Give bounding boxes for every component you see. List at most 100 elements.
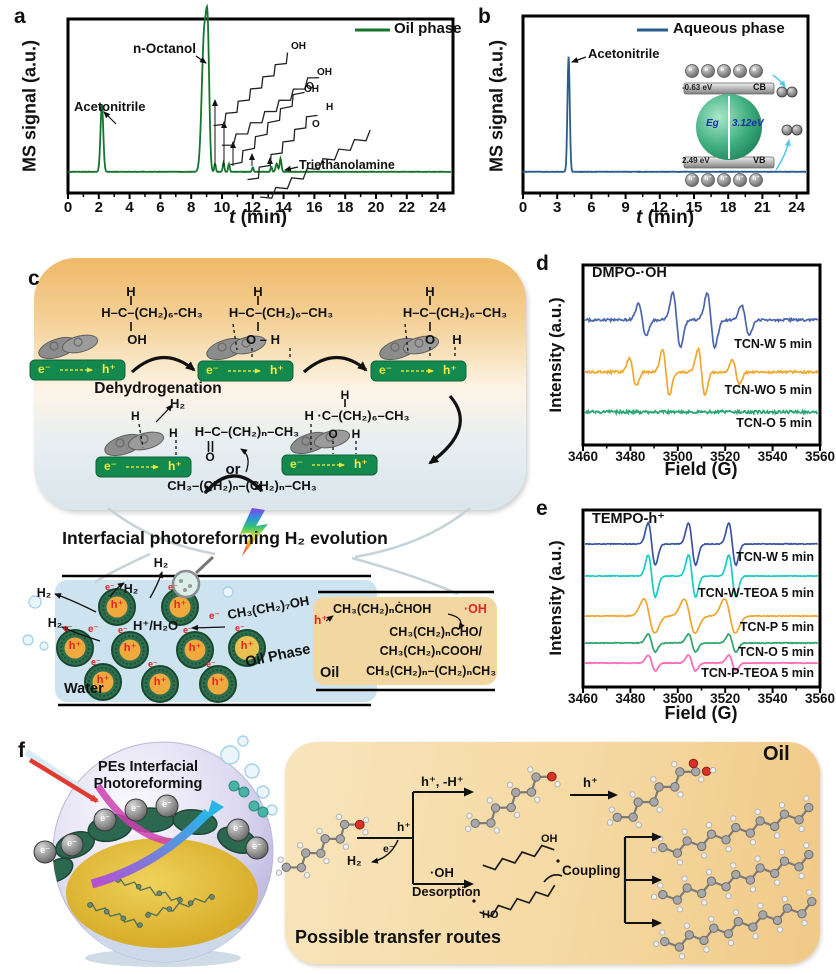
tick-label: 2 [94, 199, 103, 216]
particle-electron-label: e⁻ [91, 657, 101, 667]
big-arrow-head [206, 800, 224, 820]
proton-water-label: H⁺/H₂O [133, 618, 179, 633]
inset-hole-label: h⁺ [704, 175, 712, 182]
inset-hole-label: h⁺ [736, 175, 744, 182]
circle-graphic [209, 894, 215, 900]
h2-label-above: H₂ [153, 556, 169, 570]
catalyst-h-label: h⁺ [443, 363, 457, 377]
inset-hole-label: h⁺ [752, 175, 760, 182]
tick-label: 0 [518, 199, 528, 216]
adsorbed-h-label-2: H [169, 426, 178, 440]
inset-bandgap-value: 3.12eV [732, 118, 764, 129]
bubble-icon [22, 634, 34, 646]
mol5-h: H [340, 388, 350, 402]
sphere-contents [53, 784, 273, 962]
oil-radical-formula: CH₃(CH₂)ₙĊHOH [333, 602, 432, 616]
hydrogen-atom [277, 856, 284, 863]
panel-b-label: b [478, 5, 491, 28]
tick-label: 24 [788, 199, 805, 216]
mol3-h: H [425, 284, 435, 299]
inset-cb-label: CB [753, 82, 766, 92]
electron-sphere-label: e⁻ [40, 845, 50, 855]
inset-vb-label: VB [753, 155, 766, 165]
catalyst-e-label: e⁻ [290, 457, 304, 471]
tick-label: 3560 [804, 691, 836, 706]
tick-label: 18 [336, 199, 354, 216]
mol5-o: O [328, 427, 338, 441]
route-h2-label: H₂ [347, 854, 362, 868]
circle-graphic [166, 906, 173, 912]
tick-label: 12 [244, 199, 262, 216]
circle-graphic [120, 915, 127, 922]
tick-label: 18 [719, 199, 737, 216]
tick-label: 16 [306, 199, 323, 216]
radical-oh-a-label: OH [541, 833, 558, 845]
tick-label: 22 [398, 199, 416, 216]
particle-hole-label: h⁺ [96, 674, 110, 686]
incident-light-arrow [28, 758, 99, 803]
electron-sphere-label: e⁻ [252, 841, 262, 851]
arrow-acetonitrile-b [571, 56, 587, 63]
coupling-label: Coupling [562, 863, 621, 878]
panel-d-xlabel: Field (G) [664, 459, 738, 479]
panel-b-ylabel: MS signal (a.u.) [486, 39, 507, 173]
structure-label-o4: O [312, 119, 320, 130]
particle-hole-label: h⁺ [188, 642, 202, 654]
trace-label-tcn-wo: TCN-WO 5 min [724, 383, 813, 397]
mol1-oh: OH [127, 332, 147, 347]
adsorbed-h-label-1: H [131, 409, 140, 423]
inset-cb-energy: -0.63 eV [682, 83, 713, 92]
panel-e-ylabel: Intensity (a.u.) [546, 540, 566, 656]
particle-electron-label: e⁻ [118, 625, 128, 635]
route-h-minus-h-label: h⁺, -H⁺ [421, 774, 464, 789]
h2-label-left1: H₂ [36, 586, 52, 600]
aldehyde-formula: H–C–(CH₂)ₙ–CH₃ [194, 424, 300, 439]
bubble-icon [39, 641, 49, 651]
tick-label: 3500 [662, 449, 693, 464]
alkane-formula: CH₃–(CH₂)ₙ–(CH₂)ₙ–CH₃ [167, 478, 317, 493]
h2-label-left2: H₂ [47, 616, 63, 630]
electron-transfer-arrow [772, 74, 786, 88]
catalyst-h-label: h⁺ [270, 363, 284, 377]
panel-a-xlabel: t (min) [229, 208, 287, 228]
mol1-chain: H–C–(CH₂)₆-CH₃ [101, 305, 203, 320]
oil-product-1: CH₃(CH₂)ₙCHO/ [389, 625, 482, 639]
tick-label: 21 [754, 199, 771, 216]
magnifier-handle [194, 555, 215, 575]
oil-hole-label: h⁺ [314, 613, 328, 627]
bubble-icon [244, 763, 260, 779]
circle-graphic [135, 883, 142, 890]
inset-vb-energy: 2.49 eV [682, 156, 710, 165]
circle-graphic [145, 912, 151, 918]
or-label: or [225, 461, 241, 478]
panel-a-legend-label: Oil phase [394, 20, 462, 37]
tick-label: 9 [621, 199, 630, 216]
ellipse-graphic [53, 857, 74, 883]
route-oh-label: ·OH [430, 865, 454, 880]
tick-label: 3480 [615, 449, 646, 464]
bubble-icon [237, 735, 249, 747]
h2-release-label: H₂ [170, 396, 186, 411]
oil-oh-radical: ·OH [464, 602, 487, 616]
panel-d-label: d [536, 252, 549, 275]
tick-label: 3500 [662, 691, 693, 706]
mol5-h2: H [351, 427, 361, 441]
tick-label: 10 [213, 199, 231, 216]
panel-b-xlabel: t (min) [636, 208, 694, 228]
h2-molecule-icon [786, 86, 798, 98]
panel-a-label: a [14, 5, 26, 28]
hole-transfer-arrow [775, 139, 791, 171]
arrow-triethanolamine [284, 165, 299, 172]
inset-hole-label: h⁺ [688, 175, 696, 182]
tick-label: 24 [429, 199, 446, 216]
particle-hole-label: h⁺ [211, 676, 225, 688]
particle-electron-label: e⁻ [235, 623, 245, 633]
catalyst-e-label: e⁻ [379, 363, 393, 377]
circle-graphic [103, 908, 110, 915]
h2-molecule-icon [248, 800, 260, 812]
skeletal-chain [146, 893, 212, 917]
hydrogen-atom [275, 869, 283, 876]
electron-sphere-label: e⁻ [131, 803, 141, 813]
tick-label: 6 [587, 199, 596, 216]
electron-label-2: e⁻ [209, 611, 220, 622]
